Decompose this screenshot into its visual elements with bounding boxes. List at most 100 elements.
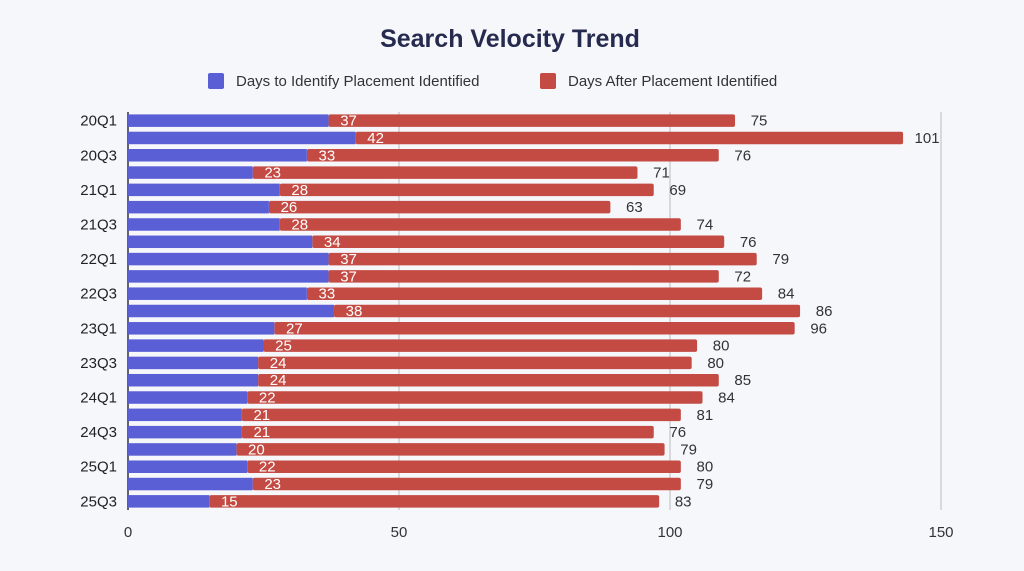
- bar-series-2: [328, 114, 736, 127]
- bar-series-2: [279, 218, 681, 231]
- y-tick-label: 25Q3: [80, 493, 117, 510]
- data-label-series-2: 84: [778, 286, 795, 303]
- x-tick-label: 100: [657, 524, 682, 541]
- data-label-series-1: 22: [259, 459, 276, 476]
- bar-series-2: [241, 408, 681, 422]
- data-label-series-1: 24: [270, 372, 287, 389]
- y-tick-label: 22Q3: [80, 286, 117, 303]
- data-label-series-1: 20: [248, 441, 265, 458]
- data-label-series-2: 71: [653, 165, 670, 182]
- legend-swatch-series-2: [540, 73, 556, 89]
- bar-series-2: [328, 252, 757, 266]
- y-tick-label: 23Q1: [80, 320, 117, 337]
- y-tick-label: 21Q3: [80, 216, 117, 233]
- data-label-series-2: 84: [718, 390, 735, 407]
- bar-series-1: [128, 235, 313, 249]
- data-label-series-1: 25: [275, 338, 292, 355]
- data-label-series-2: 74: [696, 216, 713, 233]
- data-label-series-2: 83: [675, 493, 692, 510]
- data-label-series-2: 80: [707, 355, 724, 372]
- y-tick-label: 24Q1: [80, 390, 117, 407]
- data-label-series-2: 69: [669, 182, 686, 199]
- y-tick-label: 23Q3: [80, 355, 117, 372]
- data-label-series-2: 76: [669, 424, 686, 441]
- data-label-series-2: 63: [626, 199, 643, 216]
- bar-series-2: [247, 460, 681, 473]
- data-label-series-2: 79: [772, 251, 789, 268]
- bar-series-2: [328, 270, 719, 283]
- data-label-series-1: 33: [319, 286, 336, 303]
- x-tick-label: 0: [124, 524, 132, 541]
- legend: Days to Identify Placement Identified Da…: [208, 73, 777, 90]
- bar-series-1: [128, 252, 329, 266]
- bar-series-1: [128, 166, 253, 179]
- bar-series-2: [333, 304, 801, 318]
- data-label-series-1: 38: [346, 303, 363, 320]
- bar-series-2: [236, 443, 665, 456]
- data-label-series-1: 15: [221, 493, 238, 510]
- bar-series-1: [128, 200, 269, 214]
- bar-series-1: [128, 304, 334, 318]
- bar-series-1: [128, 114, 329, 127]
- bar-series-1: [128, 495, 210, 508]
- data-label-series-2: 75: [751, 113, 768, 130]
- data-label-series-2: 72: [734, 268, 751, 285]
- bar-series-1: [128, 391, 248, 404]
- bar-series-2: [209, 495, 660, 508]
- data-label-series-2: 76: [734, 147, 751, 164]
- bar-series-1: [128, 425, 242, 439]
- bar-series-1: [128, 460, 248, 473]
- legend-swatch-series-1: [208, 73, 224, 89]
- data-label-series-2: 86: [816, 303, 833, 320]
- data-label-series-2: 80: [696, 459, 713, 476]
- bar-series-1: [128, 477, 253, 491]
- bar-series-2: [252, 166, 638, 179]
- bar-series-1: [128, 183, 280, 197]
- bar-series-1: [128, 356, 259, 370]
- y-tick-label: 25Q1: [80, 459, 117, 476]
- y-tick-label: 24Q3: [80, 424, 117, 441]
- data-label-series-2: 96: [810, 320, 827, 337]
- data-label-series-2: 79: [696, 476, 713, 493]
- y-tick-label: 22Q1: [80, 251, 117, 268]
- data-label-series-2: 101: [915, 130, 940, 147]
- bar-series-1: [128, 218, 280, 231]
- data-label-series-2: 79: [680, 441, 697, 458]
- bar-series-2: [241, 425, 654, 439]
- bar-series-2: [306, 287, 763, 300]
- bar-series-2: [258, 373, 719, 387]
- data-label-series-1: 28: [291, 216, 308, 233]
- bar-series-1: [128, 408, 242, 422]
- data-label-series-1: 22: [259, 390, 276, 407]
- bar-series-2: [247, 391, 703, 404]
- data-label-series-1: 26: [281, 199, 298, 216]
- data-label-series-1: 37: [340, 268, 357, 285]
- x-tick-label: 50: [391, 524, 408, 541]
- data-label-series-1: 21: [253, 407, 270, 424]
- bar-series-1: [128, 373, 259, 387]
- data-label-series-1: 37: [340, 113, 357, 130]
- data-label-series-1: 37: [340, 251, 357, 268]
- bar-series-2: [258, 356, 692, 370]
- data-label-series-1: 27: [286, 320, 303, 337]
- data-label-series-2: 81: [696, 407, 713, 424]
- bar-series-2: [306, 149, 719, 162]
- bar-series-2: [252, 477, 681, 491]
- y-tick-label: 20Q1: [80, 113, 117, 130]
- data-label-series-2: 85: [734, 372, 751, 389]
- data-label-series-2: 76: [740, 234, 757, 251]
- bar-series-1: [128, 339, 264, 352]
- data-label-series-1: 34: [324, 234, 341, 251]
- data-label-series-2: 80: [713, 338, 730, 355]
- data-label-series-1: 42: [367, 130, 384, 147]
- data-label-series-1: 23: [264, 165, 281, 182]
- y-tick-label: 21Q1: [80, 182, 117, 199]
- data-label-series-1: 21: [253, 424, 270, 441]
- data-label-series-1: 23: [264, 476, 281, 493]
- chart-title: Search Velocity Trend: [380, 25, 640, 53]
- data-label-series-1: 24: [270, 355, 287, 372]
- bar-series-1: [128, 149, 307, 162]
- bar-series-2: [268, 200, 611, 214]
- legend-label-series-2: Days After Placement Identified: [568, 73, 777, 90]
